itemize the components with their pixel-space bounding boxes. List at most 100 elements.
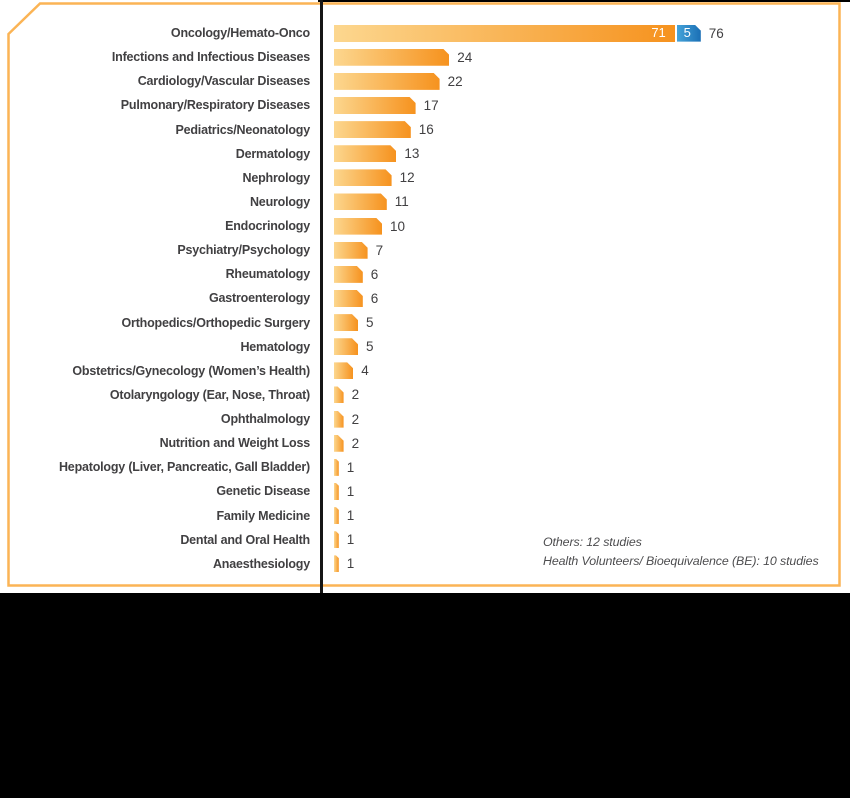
chart-row: Dental and Oral Health 1: [0, 528, 850, 552]
category-label: Rheumatology: [225, 267, 311, 282]
category-label: Pediatrics/Neonatology: [175, 122, 310, 137]
bar-zone: 22: [320, 73, 463, 90]
chart-row: Infections and Infectious Diseases 24: [0, 45, 850, 69]
value-label: 5: [366, 339, 374, 355]
value-label: 1: [346, 532, 355, 548]
chart-row: Nephrology 12: [0, 166, 850, 190]
orange-bar: [334, 338, 358, 355]
orange-bar: [334, 531, 339, 548]
orange-bar: [334, 121, 411, 138]
value-label: 1: [346, 459, 355, 475]
value-label: 16: [418, 122, 434, 138]
chart-row: Ophthalmology 2: [0, 407, 850, 431]
value-label: 1: [346, 483, 355, 499]
chart-row: Endocrinology 10: [0, 214, 850, 238]
orange-bar: 71: [334, 24, 675, 42]
category-label: Psychiatry/Psychology: [177, 243, 310, 258]
value-label: 2: [351, 435, 360, 451]
category-label: Ophthalmology: [220, 412, 310, 427]
value-label: 6: [370, 266, 379, 282]
value-label: 1: [346, 556, 355, 572]
orange-bar: [334, 411, 344, 428]
orange-bar: [334, 218, 382, 235]
bar-zone: 11: [320, 193, 409, 210]
category-label: Gastroenterology: [209, 291, 310, 306]
bar-zone: 12: [320, 169, 415, 186]
chart-row: Genetic Disease 1: [0, 479, 850, 503]
value-label: 1: [346, 508, 355, 524]
chart-row: Psychiatry/Psychology 7: [0, 238, 850, 262]
value-label: 5: [366, 315, 374, 331]
value-label: 6: [370, 290, 379, 306]
bar-zone: 5: [320, 338, 374, 355]
value-label: 2: [351, 387, 360, 403]
bar-zone: 71 5 76: [320, 24, 724, 42]
category-label: Obstetrics/Gynecology (Women’s Health): [72, 363, 310, 378]
value-label: 7: [375, 242, 384, 258]
chart-row: Oncology/Hemato-Onco 71 5 76: [0, 21, 850, 45]
orange-bar: [334, 97, 416, 114]
orange-bar: [334, 266, 363, 283]
orange-bar: [334, 169, 392, 186]
bar-zone: 13: [320, 145, 419, 162]
bar-zone: 1: [320, 555, 354, 572]
chart-row: Pediatrics/Neonatology 16: [0, 118, 850, 142]
blue-bar: 5: [677, 25, 701, 42]
value-label: 24: [457, 49, 473, 65]
value-label: 11: [394, 194, 409, 210]
y-axis-line: [320, 0, 323, 593]
value-label: 76: [708, 25, 724, 41]
category-label: Family Medicine: [216, 508, 310, 523]
bar-zone: 1: [320, 459, 354, 476]
value-label: 13: [404, 146, 420, 162]
category-label: Pulmonary/Respiratory Diseases: [120, 98, 310, 113]
note-line-health-volunteers: Health Volunteers/ Bioequivalence (BE): …: [543, 553, 819, 568]
blue-in-bar-value: 5: [683, 25, 691, 41]
orange-bar: [334, 242, 368, 259]
bar-rows: Oncology/Hemato-Onco 71 5 76 Infections and …: [0, 21, 850, 576]
orange-bar: [334, 145, 396, 162]
category-label: Dental and Oral Health: [180, 532, 310, 547]
orange-bar: [334, 314, 358, 331]
chart-row: Nutrition and Weight Loss 2: [0, 431, 850, 455]
chart-row: Hematology 5: [0, 335, 850, 359]
bottom-crop-area: [0, 593, 850, 798]
bar-zone: 2: [320, 411, 359, 428]
top-crop-edge: [318, 0, 850, 2]
bar-zone: 1: [320, 483, 354, 500]
chart-row: Orthopedics/Orthopedic Surgery 5: [0, 311, 850, 335]
orange-bar: [334, 507, 339, 524]
bar-zone: 10: [320, 218, 405, 235]
in-bar-value: 71: [651, 24, 666, 40]
category-label: Endocrinology: [225, 219, 310, 234]
category-label: Genetic Disease: [216, 484, 310, 499]
note-line-others: Others: 12 studies: [543, 535, 642, 549]
bar-zone: 2: [320, 435, 359, 452]
bar-zone: 1: [320, 507, 354, 524]
chart-row: Dermatology 13: [0, 142, 850, 166]
category-label: Hepatology (Liver, Pancreatic, Gall Blad…: [58, 460, 310, 475]
category-label: Dermatology: [235, 146, 310, 161]
annotation-note: Others: 12 studies Health Volunteers/ Bi…: [543, 533, 819, 570]
orange-bar: [334, 49, 449, 66]
chart-row: Gastroenterology 6: [0, 286, 850, 310]
chart-row: Rheumatology 6: [0, 262, 850, 286]
category-label: Neurology: [249, 194, 310, 209]
category-label: Otolaryngology (Ear, Nose, Throat): [109, 387, 310, 402]
panel-border: [7, 2, 841, 587]
bar-zone: 2: [320, 386, 359, 403]
orange-bar: [334, 483, 339, 500]
orange-bar: [334, 386, 344, 403]
orange-bar: [334, 193, 387, 210]
chart-row: Pulmonary/Respiratory Diseases 17: [0, 93, 850, 117]
value-label: 10: [390, 218, 406, 234]
bar-zone: 7: [320, 242, 383, 259]
bar-zone: 16: [320, 121, 434, 138]
category-label: Anaesthesiology: [212, 556, 310, 571]
panel-border-outline: [7, 2, 841, 587]
orange-bar: [334, 435, 344, 452]
chart-row: Family Medicine 1: [0, 504, 850, 528]
orange-bar: [334, 290, 363, 307]
orange-bar: [334, 362, 353, 379]
